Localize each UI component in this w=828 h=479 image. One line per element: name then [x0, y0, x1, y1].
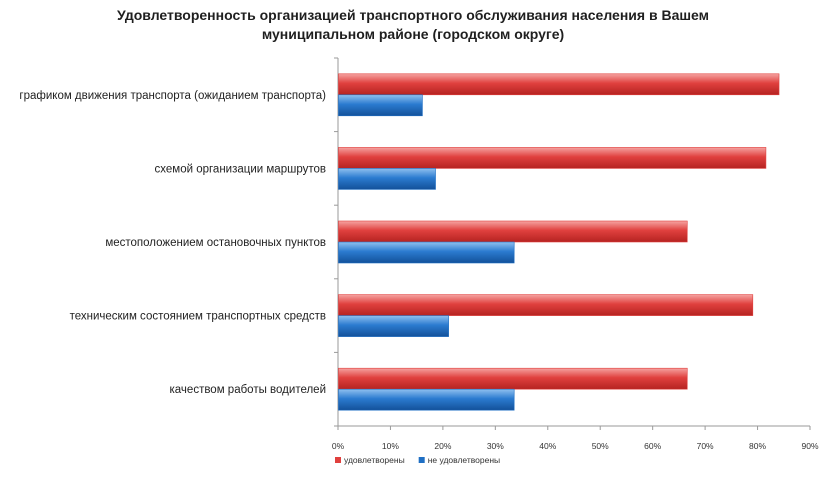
- x-tick-label-0: 0%: [332, 441, 345, 451]
- bar-satisfied-1: [338, 147, 767, 169]
- x-tick-label-3: 30%: [487, 441, 504, 451]
- x-tick-label-5: 50%: [592, 441, 609, 451]
- chart-title-line-2: муниципальном районе (городском округе): [262, 26, 564, 42]
- bar-satisfied-3: [338, 294, 754, 316]
- plot-area: [334, 57, 810, 427]
- x-tick-label-1: 10%: [382, 441, 399, 451]
- category-labels: графиком движения транспорта (ожиданием …: [19, 90, 326, 396]
- bar-not-satisfied-4: [338, 388, 515, 411]
- bar-satisfied-4: [338, 367, 688, 390]
- x-tick-label-7: 70%: [697, 441, 714, 451]
- legend-swatch-1: [418, 457, 425, 463]
- x-axis-ticks: 0% 10% 20% 30% 40% 50% 60% 70% 80% 90%: [332, 426, 819, 451]
- bar-satisfied-0: [338, 73, 780, 96]
- bar-satisfied-2: [338, 220, 688, 243]
- x-tick-label-4: 40%: [539, 441, 556, 451]
- legend-swatch-0: [335, 457, 341, 463]
- category-label-0: графиком движения транспорта (ожиданием …: [19, 90, 326, 102]
- bar-not-satisfied-2: [338, 241, 515, 264]
- x-tick-label-6: 60%: [644, 441, 661, 451]
- x-tick-label-9: 90%: [801, 441, 818, 451]
- bar-not-satisfied-1: [338, 168, 436, 190]
- legend: удовлетворены не удовлетворены: [335, 455, 500, 465]
- bar-not-satisfied-0: [338, 94, 423, 117]
- legend-label-1: не удовлетворены: [428, 455, 500, 465]
- legend-label-0: удовлетворены: [344, 455, 405, 465]
- category-label-2: местоположением остановочных пунктов: [105, 237, 326, 249]
- category-label-3: техническим состоянием транспортных сред…: [70, 311, 326, 323]
- chart-title-line-1: Удовлетворенность организацией транспорт…: [117, 7, 709, 23]
- x-tick-label-8: 80%: [749, 441, 766, 451]
- category-label-1: схемой организации маршрутов: [155, 163, 326, 175]
- x-tick-label-2: 20%: [434, 441, 451, 451]
- bar-not-satisfied-3: [338, 315, 449, 337]
- category-label-4: качеством работы водителей: [170, 384, 327, 396]
